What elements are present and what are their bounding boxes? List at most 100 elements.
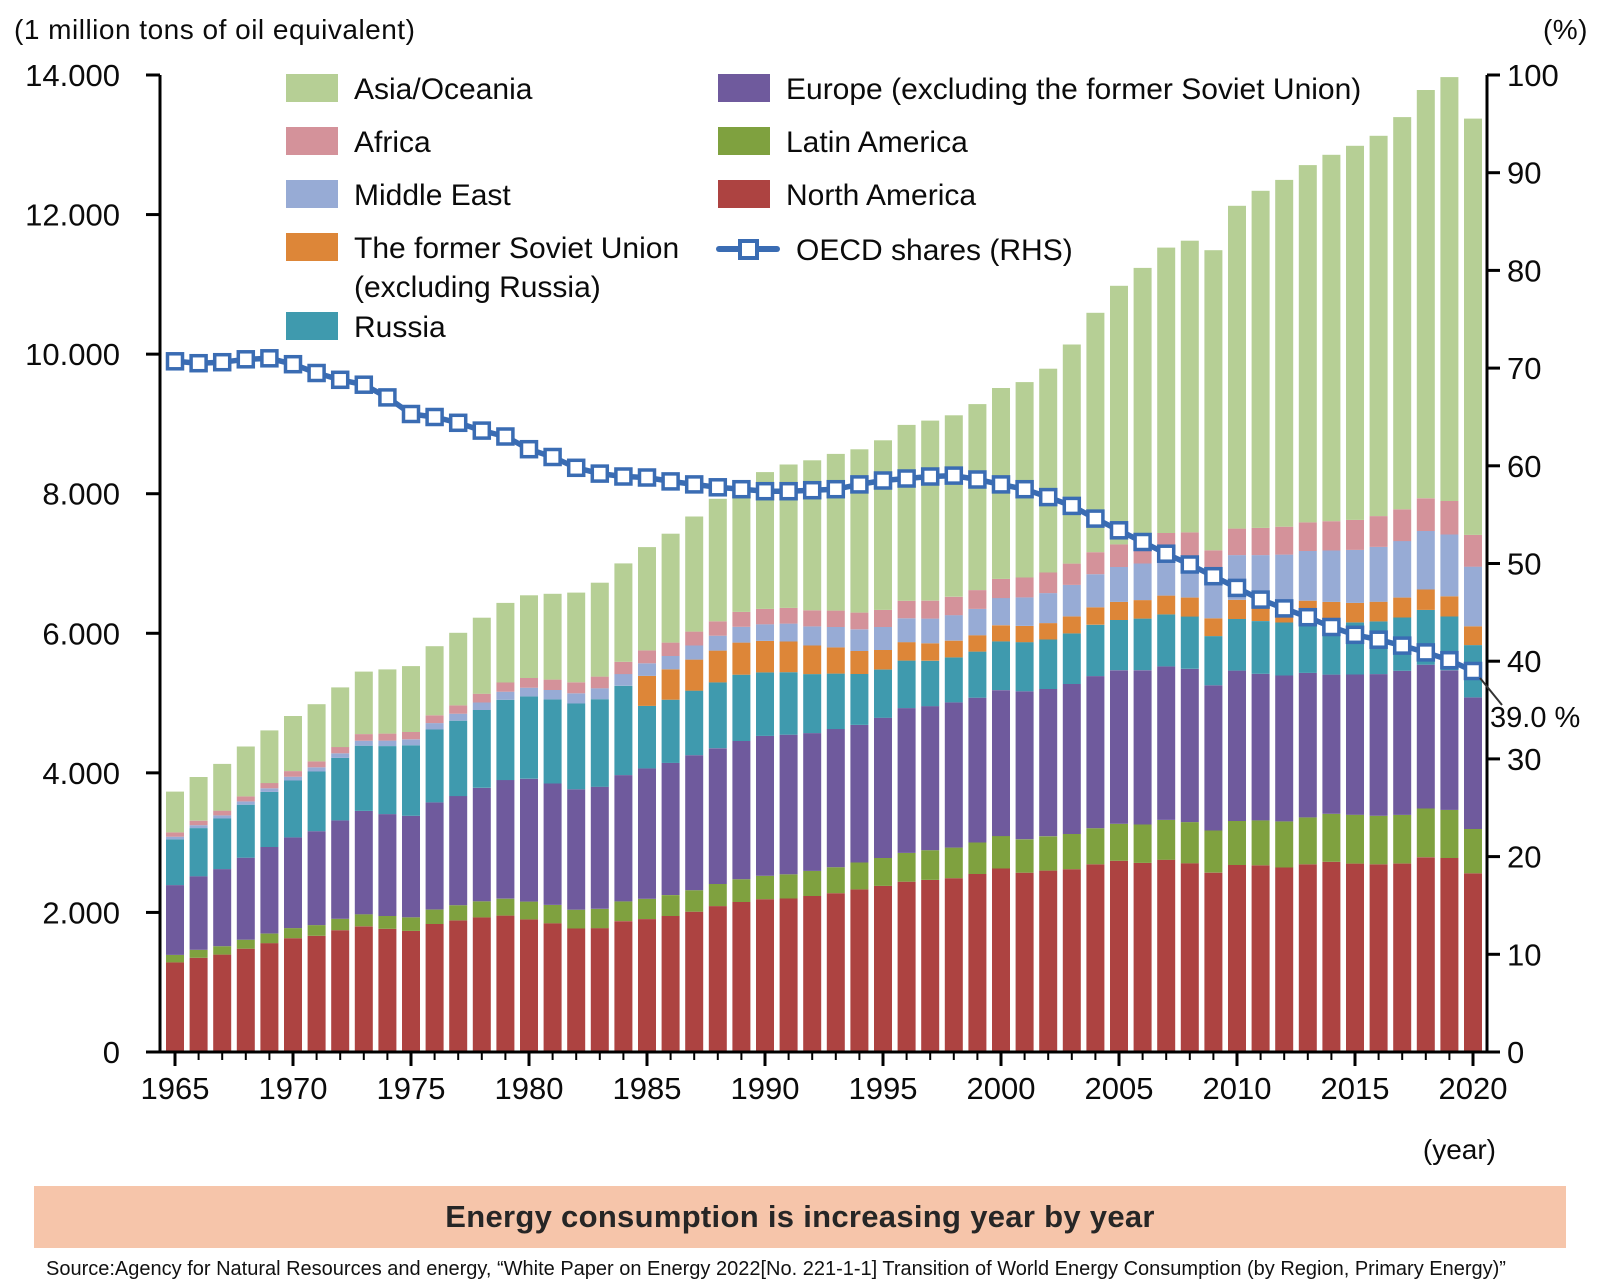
bar-segment-middle_east	[921, 618, 940, 644]
left-tick-label: 12.000	[25, 198, 120, 233]
bar-segment-africa	[1393, 509, 1412, 542]
bar-segment-europe	[1346, 674, 1364, 815]
bar-segment-middle_east	[402, 739, 420, 746]
bar-segment-africa	[236, 796, 255, 802]
bar-segment-middle_east	[189, 825, 208, 829]
bar-segment-asia_oceania	[756, 472, 774, 609]
oecd-marker	[661, 472, 680, 491]
bar-segment-africa	[166, 832, 184, 837]
bar-segment-north_america	[1251, 865, 1270, 1052]
bar-segment-africa	[638, 650, 656, 664]
bar-segment-asia_oceania	[402, 666, 420, 732]
bar-segment-north_america	[331, 930, 350, 1052]
bar-segment-europe	[402, 815, 420, 918]
oecd-marker	[1204, 566, 1223, 586]
oecd-marker	[212, 352, 232, 372]
bar-segment-north_america	[472, 917, 491, 1052]
bar-segment-asia_oceania	[921, 420, 940, 601]
bar-segment-middle_east	[1275, 554, 1294, 603]
bar-segment-russia	[944, 657, 963, 703]
bar-segment-north_america	[1322, 861, 1341, 1052]
bar-segment-north_america	[661, 915, 680, 1052]
bar-segment-europe	[472, 787, 491, 902]
bar-segment-africa	[921, 600, 940, 619]
bar-segment-latin_america	[1110, 823, 1128, 861]
bar-segment-middle_east	[543, 690, 562, 700]
bar-segment-russia	[543, 699, 562, 784]
bar-segment-latin_america	[779, 874, 798, 899]
bar-segment-fsu_ex_russia	[1157, 595, 1176, 615]
bar-segment-russia	[189, 828, 208, 877]
bar-segment-middle_east	[1440, 534, 1459, 597]
bar-segment-russia	[1062, 633, 1081, 684]
x-tick-label: 2020	[1439, 1071, 1508, 1106]
bar-segment-russia	[708, 682, 727, 749]
bar-segment-asia_oceania	[1393, 117, 1412, 510]
bar-segment-asia_oceania	[897, 424, 916, 601]
bar-segment-latin_america	[213, 946, 232, 955]
oecd-marker	[307, 363, 326, 383]
bar-segment-europe	[567, 789, 586, 910]
x-axis-year-unit-label: (year)	[1422, 1134, 1496, 1165]
bar-segment-north_america	[1180, 863, 1199, 1052]
bar-segment-latin_america	[614, 901, 633, 922]
bar-segment-africa	[1298, 522, 1317, 551]
bar-segment-africa	[260, 783, 279, 789]
bar-segment-fsu_ex_russia	[1393, 597, 1412, 618]
bar-segment-asia_oceania	[708, 498, 727, 622]
bar-segment-north_america	[260, 943, 279, 1052]
right-tick-label: 80	[1507, 253, 1541, 288]
oecd-marker	[1227, 578, 1247, 598]
bar-segment-europe	[189, 876, 208, 950]
bar-segment-latin_america	[1039, 836, 1058, 871]
bar-segment-africa	[874, 609, 892, 627]
oecd-marker	[1133, 532, 1152, 552]
bar-segment-asia_oceania	[638, 547, 656, 651]
bar-segment-middle_east	[378, 740, 397, 746]
bar-segment-north_america	[756, 899, 774, 1052]
bar-segment-africa	[779, 607, 798, 624]
bar-segment-north_america	[520, 919, 538, 1052]
bar-segment-asia_oceania	[1275, 179, 1294, 527]
bar-segment-russia	[567, 703, 586, 790]
bar-segment-north_america	[567, 928, 586, 1052]
bar-segment-europe	[850, 725, 869, 863]
bar-segment-russia	[472, 710, 491, 788]
bar-segment-latin_america	[284, 928, 302, 939]
bar-segment-asia_oceania	[1133, 267, 1152, 541]
bar-segment-fsu_ex_russia	[732, 642, 751, 675]
bar-segment-asia_oceania	[260, 730, 279, 784]
bar-segment-europe	[260, 847, 279, 934]
bar-segment-europe	[1464, 697, 1482, 829]
bar-segment-latin_america	[850, 862, 869, 890]
bar-segment-russia	[1086, 624, 1105, 677]
oecd-marker	[165, 352, 185, 371]
bar-segment-fsu_ex_russia	[779, 641, 798, 673]
bar-segment-africa	[1440, 501, 1459, 535]
bar-segment-north_america	[449, 920, 468, 1052]
bar-segment-africa	[1039, 572, 1058, 594]
bar-segment-middle_east	[1322, 550, 1341, 602]
bar-segment-europe	[756, 735, 774, 876]
bar-segment-asia_oceania	[472, 617, 491, 694]
bar-segment-russia	[425, 729, 444, 803]
right-tick-label: 50	[1507, 547, 1541, 582]
bar-segment-north_america	[213, 954, 232, 1052]
oecd-marker	[519, 439, 539, 459]
bar-segment-north_america	[803, 896, 822, 1052]
left-tick-label: 10.000	[25, 337, 120, 372]
oecd-marker	[1298, 607, 1318, 627]
bar-segment-russia	[166, 839, 184, 886]
right-tick-label: 10	[1507, 937, 1541, 972]
bar-segment-north_america	[1346, 863, 1364, 1052]
oecd-marker	[1109, 521, 1129, 540]
bar-segment-europe	[638, 768, 656, 899]
bar-segment-north_america	[1086, 864, 1105, 1052]
bar-segment-asia_oceania	[496, 602, 515, 683]
bar-segment-europe	[614, 775, 633, 902]
bar-segment-north_america	[378, 928, 397, 1052]
bar-segment-asia_oceania	[425, 646, 444, 716]
bar-segment-latin_america	[756, 875, 774, 900]
oecd-marker	[1463, 661, 1483, 681]
bar-segment-russia	[1228, 619, 1246, 671]
